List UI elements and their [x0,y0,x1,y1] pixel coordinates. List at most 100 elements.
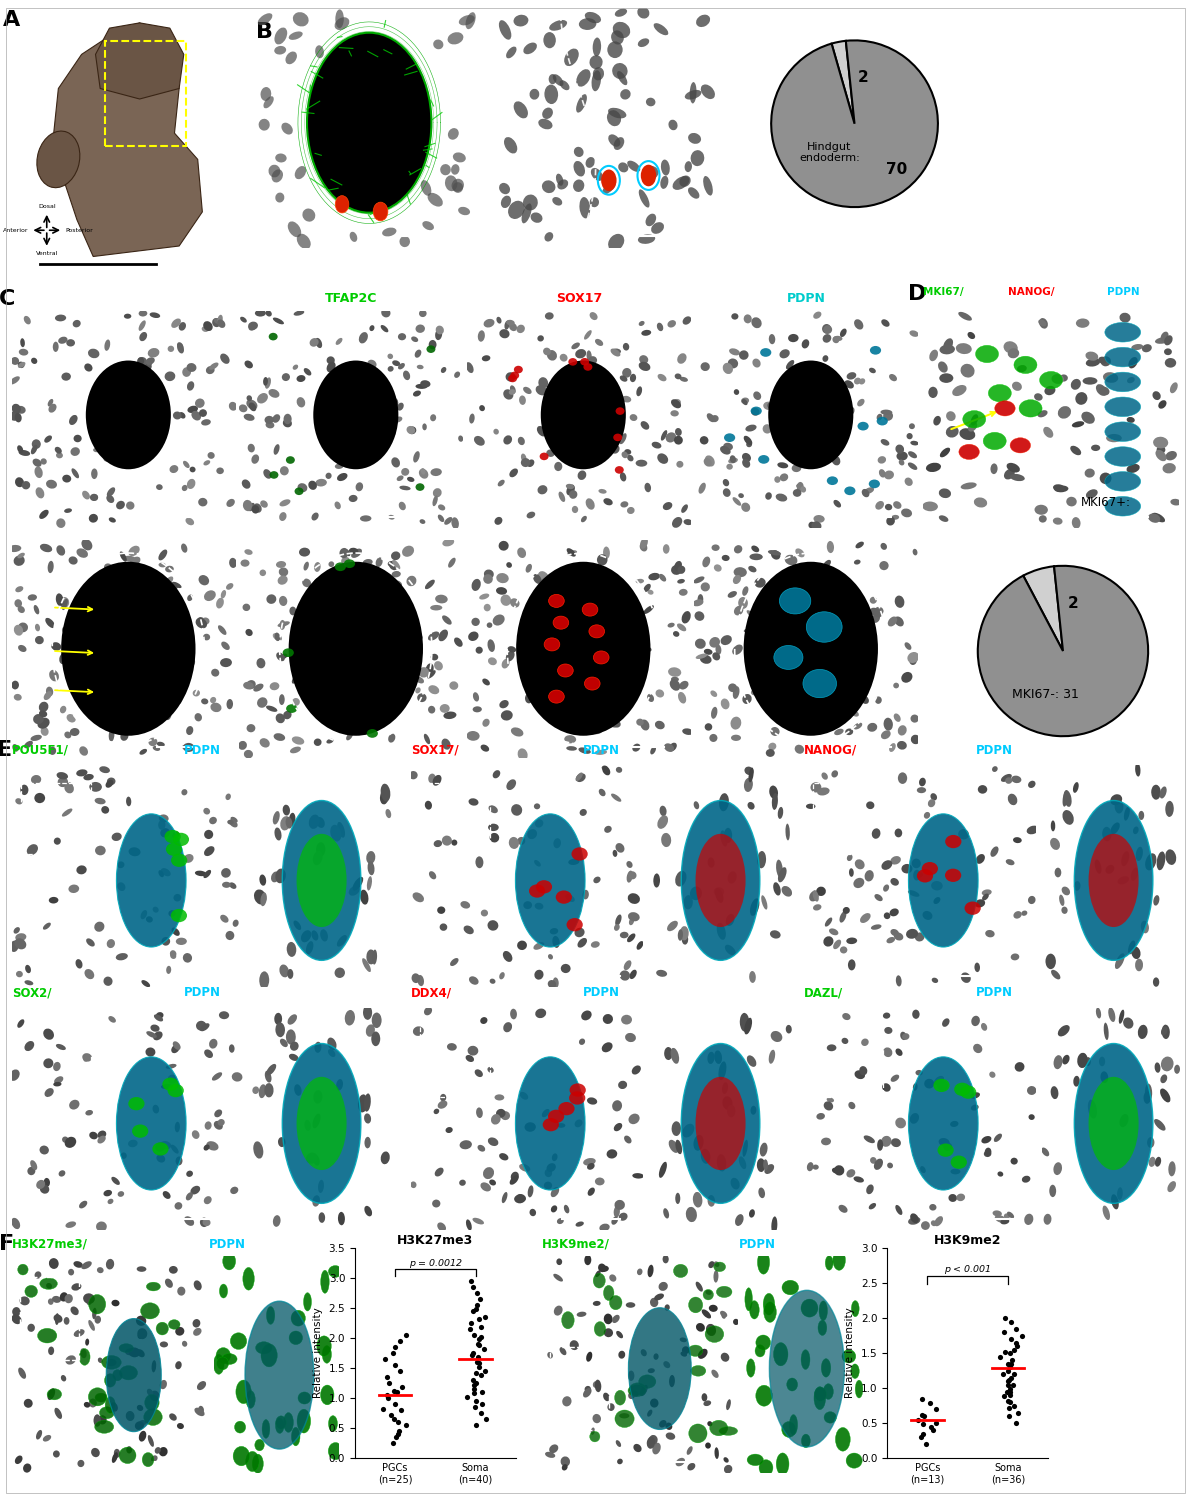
Ellipse shape [541,579,551,586]
Ellipse shape [431,654,438,660]
Ellipse shape [893,933,903,940]
Ellipse shape [611,1216,618,1224]
Ellipse shape [278,621,289,627]
Ellipse shape [281,654,287,658]
Ellipse shape [373,202,388,220]
Text: PDPN: PDPN [738,1238,775,1251]
Ellipse shape [769,1290,844,1448]
Ellipse shape [99,396,110,406]
Ellipse shape [674,399,681,405]
Ellipse shape [39,1278,57,1290]
Ellipse shape [104,454,111,462]
Ellipse shape [665,744,674,752]
Ellipse shape [604,498,612,506]
Ellipse shape [503,951,512,962]
Ellipse shape [403,370,410,380]
Ellipse shape [817,788,830,795]
Ellipse shape [176,938,187,945]
Point [473,1392,492,1416]
Ellipse shape [126,1446,132,1454]
Ellipse shape [1160,1089,1171,1102]
Ellipse shape [586,636,596,646]
Ellipse shape [481,744,490,752]
Ellipse shape [68,885,79,892]
Ellipse shape [482,718,490,728]
Ellipse shape [671,1048,679,1064]
Ellipse shape [119,1365,137,1380]
Ellipse shape [603,546,610,558]
Ellipse shape [1127,464,1140,472]
Ellipse shape [537,336,544,342]
Ellipse shape [617,1458,623,1464]
Ellipse shape [688,188,699,198]
Point [466,1389,485,1413]
Text: PDPN: PDPN [183,744,220,756]
Ellipse shape [769,334,775,344]
Ellipse shape [854,378,861,384]
Ellipse shape [54,1314,62,1323]
Ellipse shape [823,356,829,362]
Point [472,1364,491,1388]
Ellipse shape [768,742,777,750]
Ellipse shape [791,369,797,374]
Ellipse shape [454,638,462,646]
Point [476,1407,495,1431]
Ellipse shape [707,1052,715,1064]
Ellipse shape [673,176,690,190]
Ellipse shape [651,441,661,448]
Ellipse shape [94,1420,113,1434]
Ellipse shape [668,1140,679,1154]
Ellipse shape [716,1286,732,1298]
Ellipse shape [35,636,44,644]
Ellipse shape [806,612,842,642]
Ellipse shape [675,1140,682,1154]
Ellipse shape [908,462,917,470]
Ellipse shape [1135,764,1141,777]
Ellipse shape [934,416,941,426]
Ellipse shape [176,694,181,703]
Ellipse shape [974,900,985,908]
Ellipse shape [107,939,116,948]
Ellipse shape [94,798,106,804]
Ellipse shape [14,939,26,950]
Point [996,1340,1015,1364]
Ellipse shape [763,402,774,410]
Point [1000,1354,1019,1378]
Text: C: C [0,288,14,309]
Ellipse shape [172,853,187,867]
Ellipse shape [910,330,918,338]
Ellipse shape [721,1311,728,1317]
Ellipse shape [447,1042,457,1050]
Ellipse shape [536,386,547,396]
Ellipse shape [618,615,628,624]
Ellipse shape [366,622,374,632]
Ellipse shape [606,642,616,652]
Ellipse shape [273,318,283,324]
Point [1002,1352,1021,1376]
Ellipse shape [668,120,678,130]
Ellipse shape [214,318,220,324]
Ellipse shape [840,946,847,954]
Ellipse shape [628,1371,635,1382]
Ellipse shape [1164,334,1173,345]
Ellipse shape [881,1136,892,1148]
Ellipse shape [616,766,622,772]
Ellipse shape [105,666,114,676]
Ellipse shape [287,1014,297,1025]
Ellipse shape [813,1386,825,1410]
Ellipse shape [750,1106,756,1114]
Text: PDPN: PDPN [582,744,619,756]
Ellipse shape [931,880,943,891]
Ellipse shape [592,435,601,441]
Ellipse shape [569,1340,579,1350]
Ellipse shape [64,1137,76,1148]
Ellipse shape [245,1390,255,1408]
Ellipse shape [487,920,498,930]
Ellipse shape [994,1215,1006,1222]
Ellipse shape [23,1464,31,1473]
Ellipse shape [101,664,108,672]
Ellipse shape [738,494,744,498]
Ellipse shape [519,1092,529,1100]
Ellipse shape [1072,518,1080,528]
Ellipse shape [304,561,308,570]
